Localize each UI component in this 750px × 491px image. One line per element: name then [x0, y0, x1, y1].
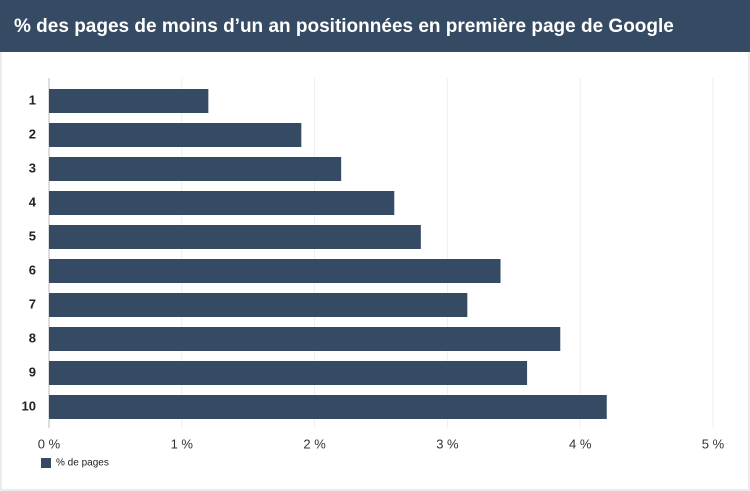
- y-tick-label: 6: [29, 262, 36, 277]
- x-tick-label: 2 %: [303, 436, 326, 451]
- bar: [49, 157, 342, 181]
- x-tick-label: 0 %: [38, 436, 61, 451]
- y-tick-label: 10: [22, 398, 36, 413]
- bar: [49, 361, 528, 385]
- y-tick-label: 8: [29, 330, 36, 345]
- bar: [49, 225, 421, 249]
- bar: [49, 123, 302, 147]
- x-tick-label: 4 %: [569, 436, 592, 451]
- y-tick-label: 7: [29, 296, 36, 311]
- bar: [49, 259, 501, 283]
- header: [0, 0, 750, 52]
- x-tick-label: 5 %: [702, 436, 725, 451]
- y-tick-label: 2: [29, 126, 36, 141]
- bar: [49, 395, 607, 419]
- y-tick-label: 4: [29, 194, 37, 209]
- y-tick-label: 3: [29, 160, 36, 175]
- bar: [49, 327, 561, 351]
- x-tick-label: 1 %: [171, 436, 194, 451]
- bar: [49, 89, 209, 113]
- legend-label: % de pages: [56, 458, 109, 469]
- y-tick-label: 9: [29, 364, 36, 379]
- y-tick-label: 1: [29, 92, 36, 107]
- x-tick-label: 3 %: [436, 436, 459, 451]
- legend-swatch: [41, 458, 51, 468]
- bar: [49, 191, 395, 215]
- bar: [49, 293, 468, 317]
- chart-title: % des pages de moins d’un an positionnée…: [14, 16, 674, 37]
- y-tick-label: 5: [29, 228, 36, 243]
